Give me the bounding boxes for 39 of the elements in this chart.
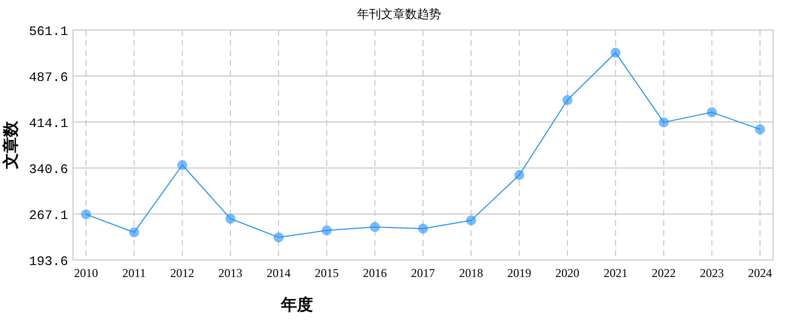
point <box>418 224 428 234</box>
y-tick-label: 414.1 <box>28 116 68 131</box>
point <box>129 227 140 238</box>
y-tick-label: 487.6 <box>28 70 68 85</box>
x-tick-label: 2012 <box>170 266 194 280</box>
point <box>610 48 621 58</box>
point <box>225 214 236 224</box>
y-tick-label: 340.6 <box>28 162 68 177</box>
x-tick-label: 2015 <box>314 266 339 280</box>
point <box>466 215 476 226</box>
x-tick-label: 2024 <box>748 266 772 280</box>
x-tick-label: 2021 <box>604 266 628 280</box>
point <box>177 160 188 170</box>
point <box>658 117 669 128</box>
point <box>706 107 717 118</box>
x-axis-title: 年度 <box>280 295 313 314</box>
x-tick-label: 2014 <box>266 266 291 280</box>
point <box>322 225 332 236</box>
chart-title: 年刊文章数趋势 <box>357 7 441 21</box>
y-tick-label: 267.1 <box>28 208 68 223</box>
x-tick-label: 2018 <box>459 266 484 280</box>
point <box>755 124 765 134</box>
x-tick-label: 2011 <box>122 266 146 280</box>
x-tick-label: 2020 <box>555 266 580 280</box>
point <box>370 222 380 232</box>
point <box>274 232 284 242</box>
point <box>81 209 91 220</box>
y-tick-label: 193.6 <box>28 254 68 269</box>
point <box>514 170 524 180</box>
x-tick-label: 2010 <box>74 266 98 280</box>
x-tick-label: 2023 <box>700 266 724 280</box>
y-tick-label: 561.1 <box>28 24 68 39</box>
x-tick-label: 2022 <box>652 266 676 280</box>
x-tick-label: 2019 <box>507 266 532 280</box>
x-tick-label: 2013 <box>218 266 242 280</box>
x-tick-label: 2016 <box>362 266 387 280</box>
x-tick-label: 2017 <box>411 266 435 280</box>
point <box>562 95 572 106</box>
y-axis-title: 文章数 <box>2 120 20 170</box>
